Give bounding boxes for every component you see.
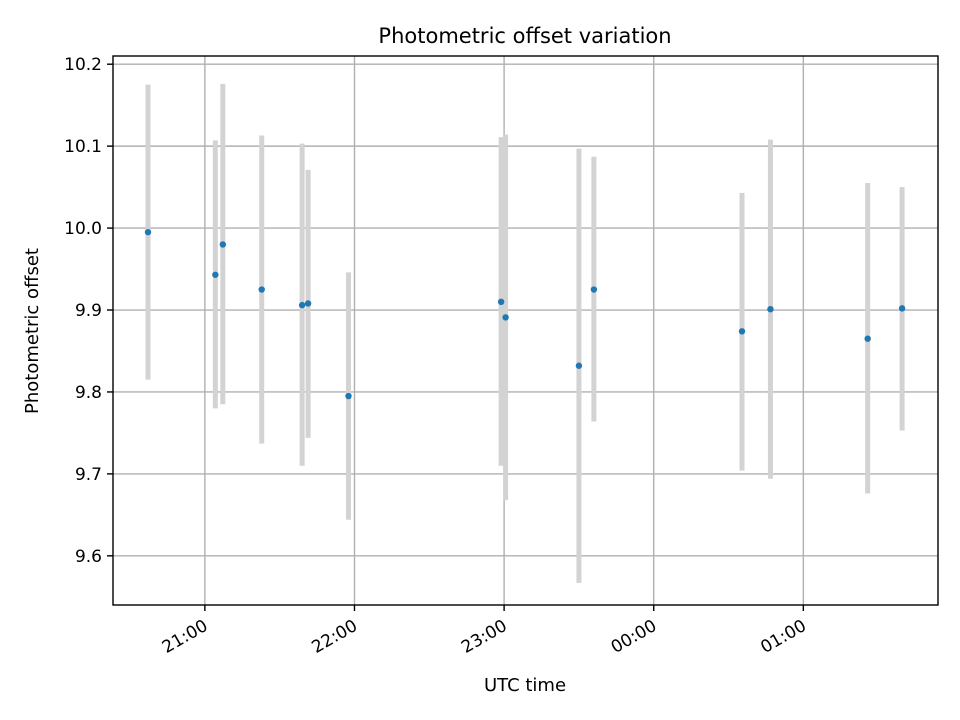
y-axis: 9.6 9.7 9.8 9.9 10.0 10.1 10.2: [64, 55, 113, 567]
data-point: [345, 392, 352, 400]
data-point: [212, 271, 219, 278]
point-layer: [144, 228, 906, 400]
chart-title: Photometric offset variation: [378, 24, 671, 48]
y-axis-label: Photometric offset: [22, 248, 43, 414]
x-tick-label: 23:00: [458, 616, 510, 658]
data-point: [738, 328, 746, 335]
grid-layer: [113, 56, 938, 605]
data-point: [767, 305, 774, 313]
data-point: [144, 228, 152, 236]
errorbar-layer: [145, 83, 905, 583]
data-point: [575, 362, 583, 369]
data-point: [898, 305, 906, 312]
y-tick-label: 10.1: [64, 137, 102, 157]
x-tick-label: 01:00: [757, 616, 809, 658]
x-tick-label: 00:00: [608, 616, 660, 658]
plot-frame: [112, 55, 939, 606]
data-point: [502, 314, 509, 321]
data-point: [864, 335, 871, 342]
y-tick-label: 9.6: [75, 547, 102, 567]
y-tick-label: 10.2: [64, 55, 102, 75]
data-point: [298, 301, 306, 309]
y-tick-label: 9.9: [75, 301, 102, 321]
x-axis: 21:00 22:00 23:00 00:00 01:00: [159, 605, 810, 658]
data-point: [304, 300, 312, 307]
data-point: [590, 286, 598, 293]
y-tick-label: 9.7: [75, 465, 102, 485]
y-tick-label: 9.8: [75, 383, 102, 403]
y-tick-label: 10.0: [64, 219, 102, 239]
data-point: [497, 298, 505, 306]
data-point: [219, 241, 227, 248]
x-axis-label: UTC time: [484, 675, 566, 696]
data-point: [258, 286, 265, 293]
x-tick-label: 21:00: [159, 616, 211, 658]
x-tick-label: 22:00: [309, 616, 361, 658]
